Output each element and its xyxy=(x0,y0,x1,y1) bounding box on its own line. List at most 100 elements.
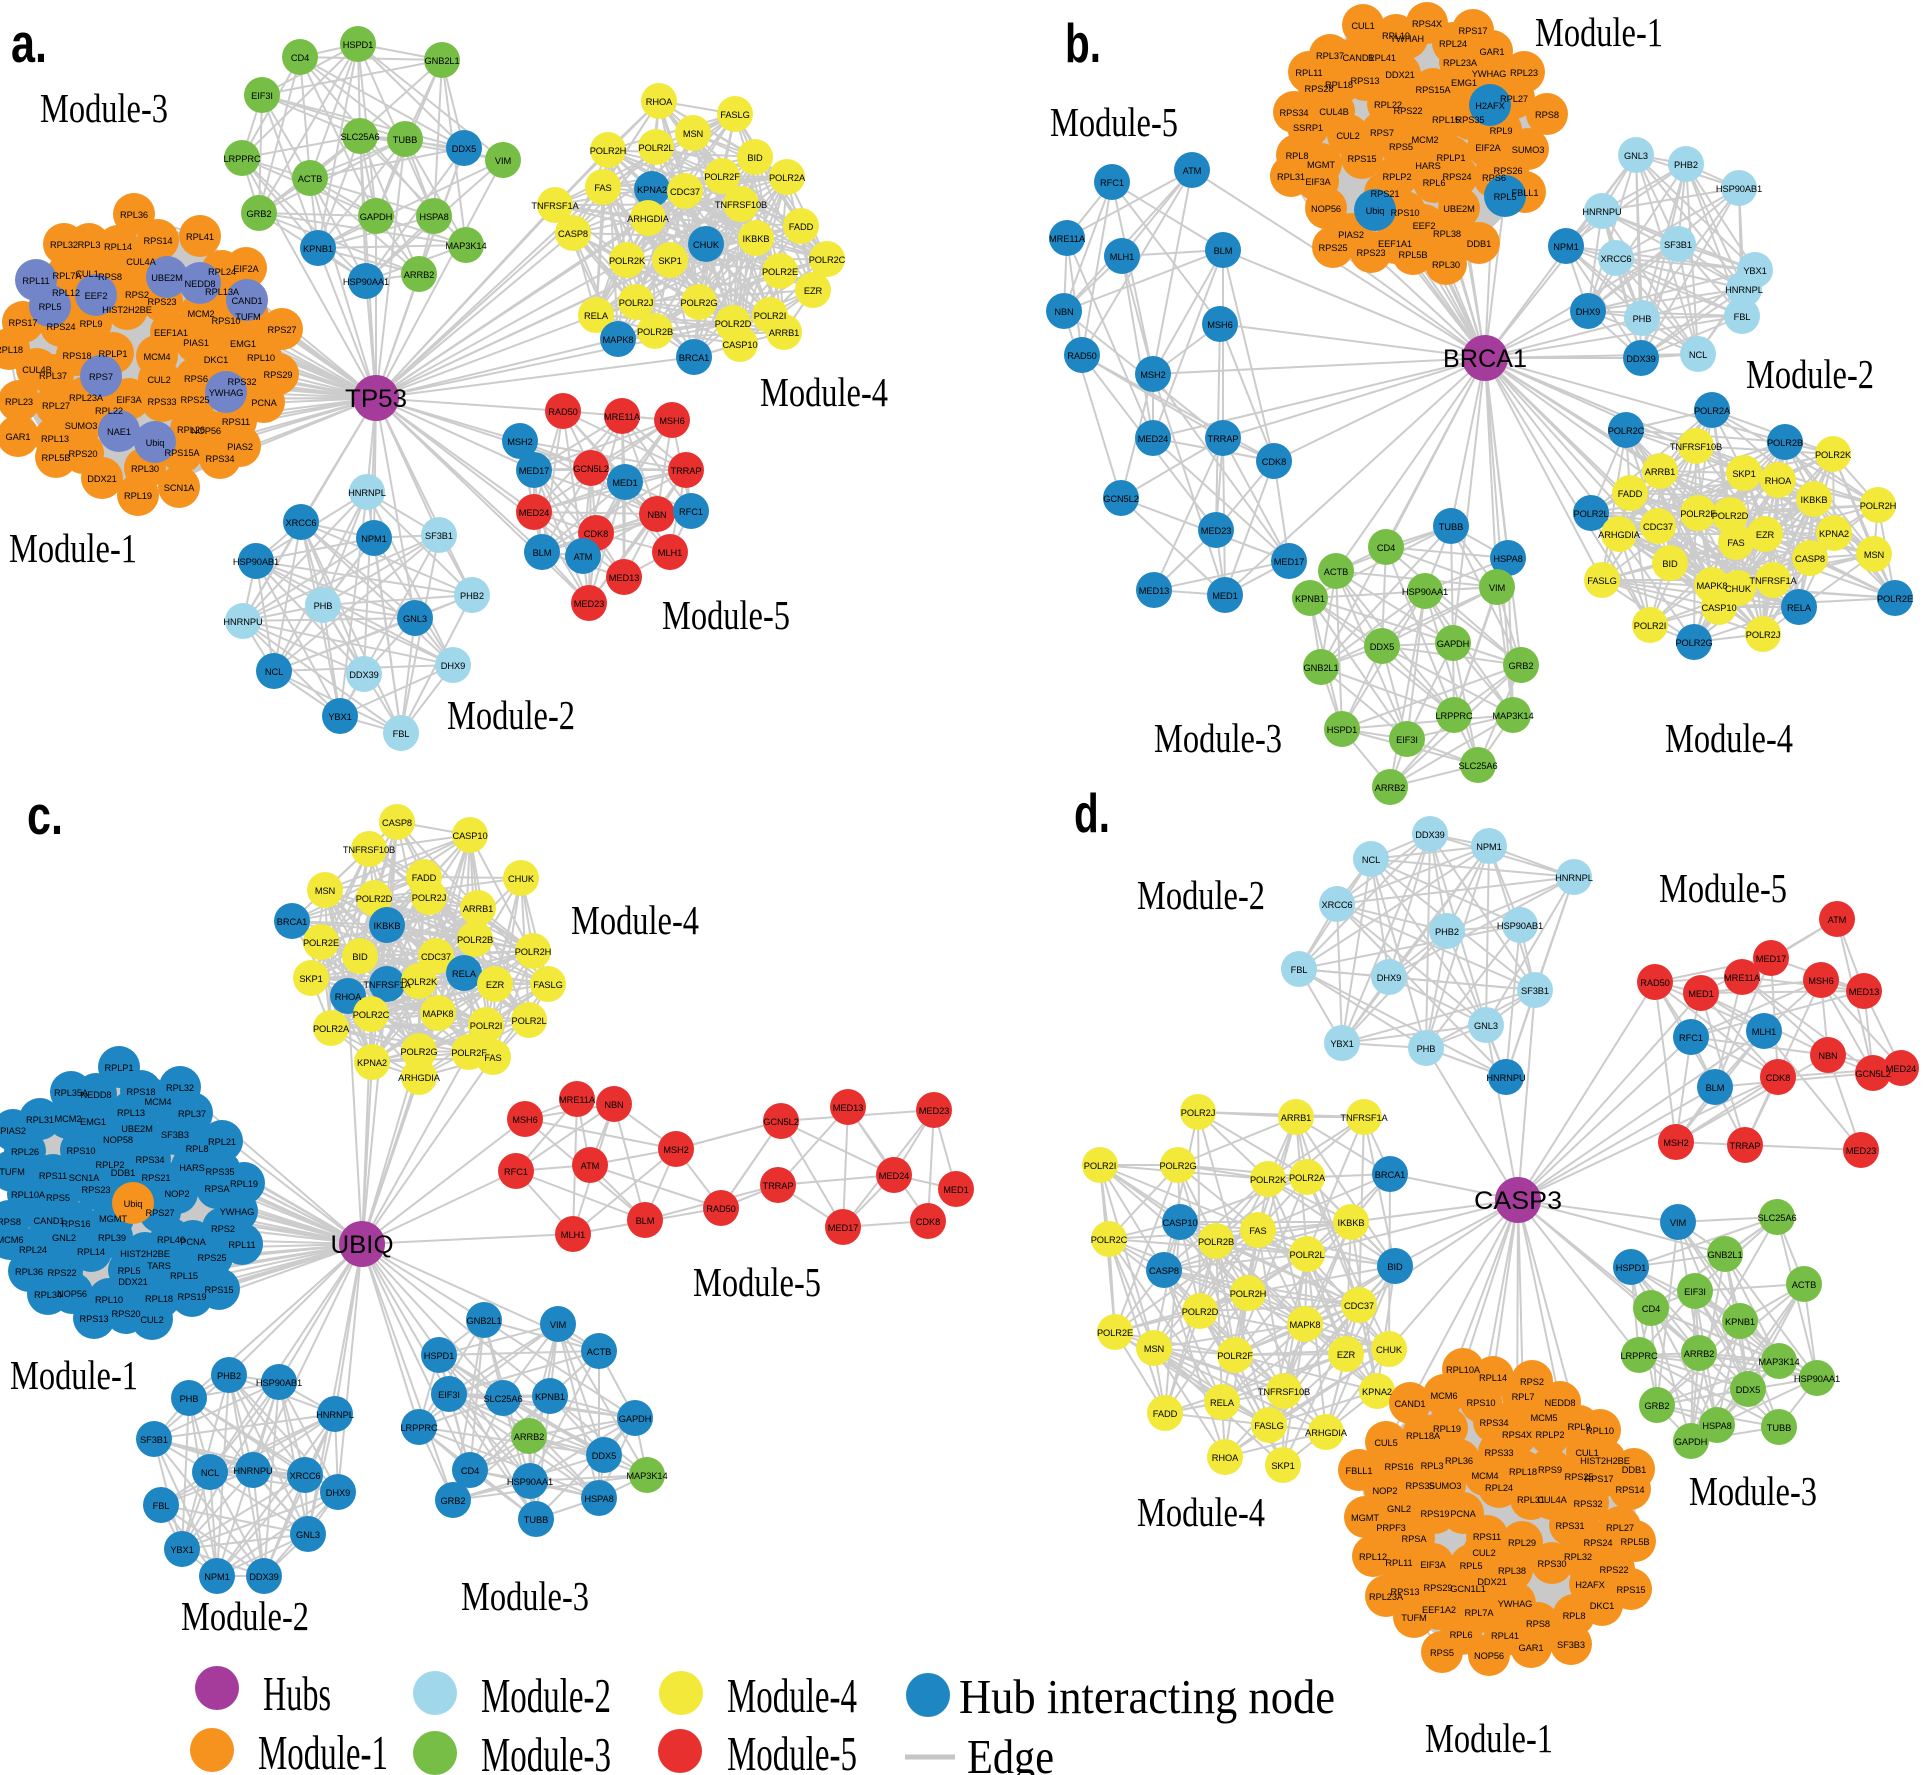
svg-text:RPSA: RPSA xyxy=(1402,1534,1428,1544)
svg-text:NOP56: NOP56 xyxy=(1311,204,1341,214)
svg-text:FADD: FADD xyxy=(789,222,814,232)
svg-text:PCNA: PCNA xyxy=(251,398,277,408)
svg-text:CASP3: CASP3 xyxy=(1474,1187,1562,1215)
svg-text:POLR2E: POLR2E xyxy=(303,938,339,948)
svg-text:c.: c. xyxy=(27,784,63,846)
svg-text:NBN: NBN xyxy=(1818,1051,1837,1061)
svg-text:FAS: FAS xyxy=(1727,538,1744,548)
svg-text:Edge: Edge xyxy=(967,1729,1054,1775)
svg-text:RAD50: RAD50 xyxy=(1067,351,1096,361)
svg-text:POLR2A: POLR2A xyxy=(1289,1173,1326,1183)
svg-text:FADD: FADD xyxy=(1618,489,1643,499)
svg-text:SUMO3: SUMO3 xyxy=(65,421,98,431)
svg-text:POLR2G: POLR2G xyxy=(400,1047,437,1057)
svg-text:RPS7: RPS7 xyxy=(89,372,113,382)
svg-text:RPL32: RPL32 xyxy=(50,240,78,250)
svg-text:BRCA1: BRCA1 xyxy=(1443,345,1527,373)
svg-text:MED17: MED17 xyxy=(519,466,550,476)
svg-text:RPL31: RPL31 xyxy=(1517,1495,1545,1505)
svg-text:EIF3I: EIF3I xyxy=(251,91,273,101)
svg-text:BLM: BLM xyxy=(1706,1083,1725,1093)
svg-text:MSN: MSN xyxy=(1144,1344,1164,1354)
svg-text:CUL5: CUL5 xyxy=(1374,1438,1397,1448)
svg-text:RPL11: RPL11 xyxy=(1295,68,1322,78)
svg-text:RPS15A: RPS15A xyxy=(164,448,200,458)
svg-text:RPL36: RPL36 xyxy=(1445,1456,1473,1466)
svg-text:POLR2D: POLR2D xyxy=(1182,1307,1219,1317)
svg-text:MED24: MED24 xyxy=(519,508,550,518)
svg-text:POLR2D: POLR2D xyxy=(1712,511,1749,521)
svg-text:RPL41: RPL41 xyxy=(186,232,214,242)
svg-text:RPS25: RPS25 xyxy=(1319,243,1348,253)
svg-text:Module-2: Module-2 xyxy=(481,1668,611,1723)
svg-text:CD4: CD4 xyxy=(1642,1304,1660,1314)
svg-text:RPL31: RPL31 xyxy=(1277,172,1305,182)
svg-text:RPS4X: RPS4X xyxy=(1502,1430,1532,1440)
svg-text:BID: BID xyxy=(1387,1262,1403,1272)
svg-text:TUBB: TUBB xyxy=(524,1515,548,1525)
svg-text:RAD50: RAD50 xyxy=(706,1204,735,1214)
svg-text:RPL24: RPL24 xyxy=(208,267,236,277)
svg-text:RPS19: RPS19 xyxy=(1421,1509,1450,1519)
svg-text:Module-3: Module-3 xyxy=(461,1573,589,1619)
svg-text:H2AFX: H2AFX xyxy=(1475,101,1504,111)
svg-text:POLR2H: POLR2H xyxy=(1860,501,1897,511)
svg-text:POLR2C: POLR2C xyxy=(1091,1235,1128,1245)
svg-text:NBN: NBN xyxy=(604,1100,623,1110)
svg-text:XRCC6: XRCC6 xyxy=(1600,254,1631,264)
svg-text:HSPD1: HSPD1 xyxy=(424,1351,455,1361)
svg-text:FBL: FBL xyxy=(1734,312,1751,322)
svg-text:YWHAG: YWHAG xyxy=(220,1207,255,1217)
svg-text:MCM5: MCM5 xyxy=(1531,1413,1558,1423)
svg-text:POLR2K: POLR2K xyxy=(1815,450,1852,460)
svg-text:POLR2H: POLR2H xyxy=(590,146,627,156)
svg-text:EEF2: EEF2 xyxy=(85,291,108,301)
svg-text:NOP2: NOP2 xyxy=(1373,1486,1398,1496)
svg-text:HIST2H2BE: HIST2H2BE xyxy=(120,1249,170,1259)
svg-text:GNB2L1: GNB2L1 xyxy=(1707,1250,1742,1260)
svg-text:Module-4: Module-4 xyxy=(760,369,888,415)
svg-text:RPL14: RPL14 xyxy=(1479,1373,1507,1383)
svg-text:POLR2F: POLR2F xyxy=(1680,509,1716,519)
svg-text:MED1: MED1 xyxy=(1688,989,1713,999)
svg-text:VIM: VIM xyxy=(495,156,511,166)
svg-text:RPS10: RPS10 xyxy=(1391,208,1420,218)
svg-text:HSP90AB1: HSP90AB1 xyxy=(233,557,279,567)
svg-text:HNRNPL: HNRNPL xyxy=(348,488,386,498)
svg-text:Module-2: Module-2 xyxy=(1137,872,1265,918)
svg-text:MED13: MED13 xyxy=(609,573,640,583)
svg-text:ARRB1: ARRB1 xyxy=(1645,467,1676,477)
svg-text:RHOA: RHOA xyxy=(1765,476,1792,486)
svg-text:EIF2A: EIF2A xyxy=(1475,143,1501,153)
svg-text:DDX39: DDX39 xyxy=(1415,830,1444,840)
svg-text:TP53: TP53 xyxy=(345,385,407,413)
svg-text:RFC1: RFC1 xyxy=(1679,1033,1703,1043)
svg-text:HSPD1: HSPD1 xyxy=(343,40,374,50)
svg-text:YWHAG: YWHAG xyxy=(1498,1599,1533,1609)
svg-text:CUL2: CUL2 xyxy=(1336,131,1359,141)
svg-text:RPS18: RPS18 xyxy=(127,1087,156,1097)
svg-text:RPS34: RPS34 xyxy=(1480,1418,1509,1428)
svg-text:RPS26: RPS26 xyxy=(1494,166,1523,176)
svg-text:UBE2M: UBE2M xyxy=(121,1124,153,1134)
svg-text:d.: d. xyxy=(1074,782,1110,844)
svg-text:NOP56: NOP56 xyxy=(191,426,221,436)
svg-text:HARS: HARS xyxy=(1415,161,1440,171)
svg-text:MSH6: MSH6 xyxy=(659,416,684,426)
svg-text:CUL1: CUL1 xyxy=(1351,21,1374,31)
svg-text:HSPA8: HSPA8 xyxy=(584,1494,613,1504)
svg-text:RPS6: RPS6 xyxy=(1482,173,1506,183)
svg-text:CDC37: CDC37 xyxy=(1643,522,1673,532)
svg-text:RPS11: RPS11 xyxy=(222,417,250,427)
svg-text:Module-1: Module-1 xyxy=(1535,9,1663,55)
svg-text:RPS17: RPS17 xyxy=(1459,26,1488,36)
svg-text:SUMO3: SUMO3 xyxy=(1512,145,1545,155)
svg-text:RPL5: RPL5 xyxy=(1494,192,1517,202)
svg-text:RPL19: RPL19 xyxy=(1433,1424,1461,1434)
svg-text:RPL38: RPL38 xyxy=(1433,229,1461,239)
svg-text:MRE11A: MRE11A xyxy=(1724,973,1761,983)
svg-text:MED1: MED1 xyxy=(943,1185,968,1195)
svg-text:POLR2E: POLR2E xyxy=(1097,1328,1133,1338)
svg-text:CUL2: CUL2 xyxy=(140,1315,163,1325)
svg-text:POLR2L: POLR2L xyxy=(638,143,673,153)
